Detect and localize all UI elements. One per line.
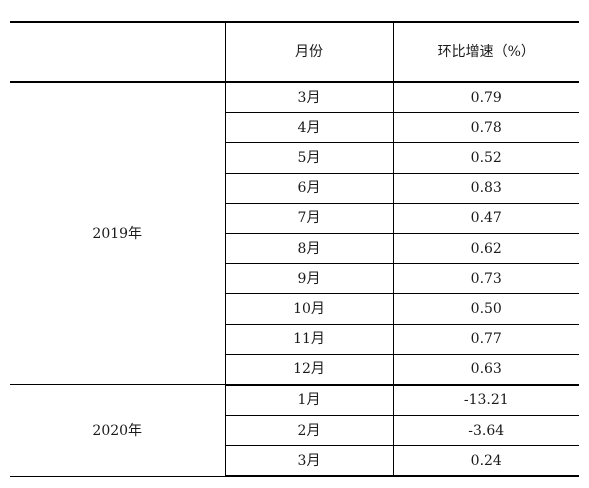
year-cell: 2020年	[10, 384, 225, 477]
rate-cell: 0.79	[392, 82, 579, 114]
month-cell: 10月	[224, 293, 393, 325]
table-row: 8月 0.62	[10, 233, 579, 265]
month-cell: 3月	[224, 445, 393, 478]
month-cell: 4月	[224, 112, 393, 144]
rate-cell: 0.73	[392, 263, 579, 295]
table-row: 9月 0.73	[10, 263, 579, 295]
month-cell: 11月	[224, 324, 393, 355]
rate-cell: 0.52	[392, 142, 579, 174]
month-cell: 6月	[224, 173, 393, 204]
rate-cell: 0.24	[392, 445, 579, 478]
month-cell: 2月	[224, 415, 393, 447]
month-cell: 8月	[224, 233, 393, 265]
month-cell: 1月	[224, 384, 393, 417]
table-row: 12月 0.63	[10, 354, 579, 386]
rate-cell: 0.77	[392, 324, 579, 355]
table-body: 月份 环比增速（%） 2019年 3月 0.79 4月 0.78 5月 0.52 6月 0.83…	[10, 21, 579, 478]
month-cell: 5月	[224, 142, 393, 174]
monthly-growth-table: 月份 环比增速（%） 2019年 3月 0.79 4月 0.78 5月 0.52 6月 0.83…	[10, 21, 579, 478]
table-row: 4月 0.78	[10, 112, 579, 144]
rate-cell: -13.21	[392, 384, 579, 417]
rate-cell: 0.50	[392, 293, 579, 325]
rate-cell: 0.78	[392, 112, 579, 144]
table-row: 7月 0.47	[10, 203, 579, 234]
month-cell: 9月	[224, 263, 393, 295]
header-year-cell	[10, 21, 225, 83]
header-month-cell: 月份	[224, 21, 393, 83]
rate-cell: 0.47	[392, 203, 579, 234]
table-row: 3月 0.24	[10, 445, 579, 478]
header-rate-cell: 环比增速（%）	[392, 21, 579, 83]
month-cell: 7月	[224, 203, 393, 234]
month-cell: 12月	[224, 354, 393, 386]
table-row: 6月 0.83	[10, 173, 579, 204]
rate-cell: 0.62	[392, 233, 579, 265]
table-row: 2020年 1月 -13.21	[10, 384, 579, 477]
rate-cell: -3.64	[392, 415, 579, 447]
table-row: 5月 0.52	[10, 142, 579, 174]
table-row: 10月 0.50	[10, 293, 579, 325]
year-cell: 2019年	[10, 82, 225, 386]
table-header-row: 月份 环比增速（%）	[10, 21, 579, 83]
rate-cell: 0.83	[392, 173, 579, 204]
table-row: 11月 0.77	[10, 324, 579, 355]
rate-cell: 0.63	[392, 354, 579, 386]
month-cell: 3月	[224, 82, 393, 114]
table-row: 2月 -3.64	[10, 415, 579, 447]
table-row: 2019年 3月 0.79	[10, 82, 579, 386]
